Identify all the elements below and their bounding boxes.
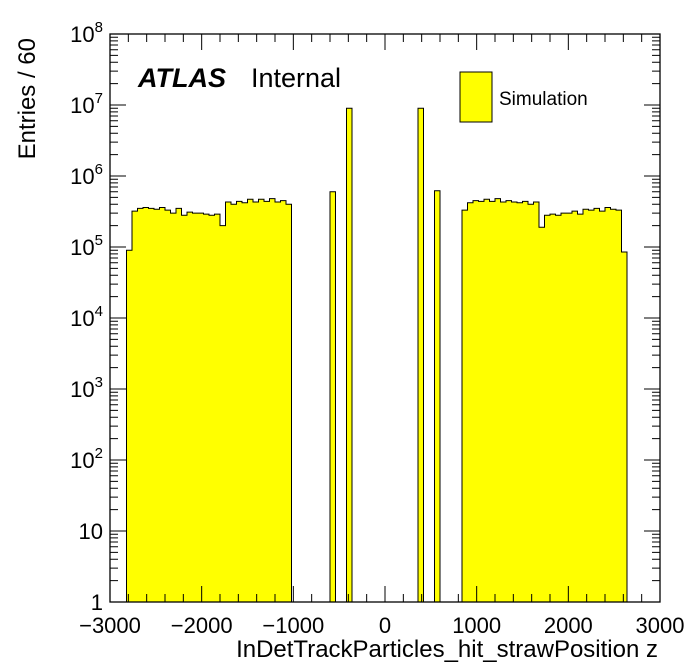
histogram-bar	[132, 211, 138, 603]
histogram-bar	[203, 214, 209, 602]
histogram-bar	[159, 207, 165, 603]
histogram-bar	[489, 201, 495, 602]
histogram-outline	[417, 107, 424, 602]
histogram-bar	[225, 202, 231, 602]
histogram-bar	[187, 212, 193, 602]
histogram-bar	[594, 208, 600, 603]
histogram-bar	[511, 202, 517, 602]
histogram-bar	[577, 214, 583, 602]
histogram-bar	[517, 202, 523, 602]
histogram-outline	[461, 198, 628, 602]
histogram-bar	[473, 200, 479, 602]
histogram-bars	[126, 107, 628, 603]
histogram-bar	[539, 227, 545, 602]
y-tick-label: 105	[70, 232, 103, 260]
histogram-bar	[330, 191, 336, 602]
legend-swatch	[459, 71, 493, 123]
x-tick-label: 1000	[452, 613, 501, 638]
y-axis-title: Entries / 60	[14, 38, 41, 159]
histogram-bar	[247, 199, 253, 602]
histogram-bar	[242, 202, 248, 602]
legend-label: Simulation	[499, 89, 588, 110]
atlas-label: ATLAS	[137, 63, 226, 93]
x-tick-label: −2000	[171, 613, 233, 638]
histogram-bar	[500, 202, 506, 602]
histogram-bar	[506, 200, 512, 602]
histogram-bar	[495, 198, 501, 602]
histogram-bar	[220, 225, 226, 602]
histogram-bar	[209, 215, 215, 603]
histogram-bar	[170, 213, 176, 602]
histogram-bar	[621, 252, 627, 602]
histogram-bar	[231, 204, 237, 603]
legend: Simulation	[459, 71, 588, 123]
histogram-bar	[462, 210, 468, 602]
histogram-outline	[434, 190, 441, 602]
y-tick-label: 107	[70, 90, 103, 118]
histogram-bar	[605, 207, 611, 603]
histogram-bar	[561, 213, 567, 602]
histogram-bar	[258, 199, 264, 602]
histogram-bar	[616, 210, 622, 602]
y-tick-label: 106	[70, 161, 103, 189]
histogram-bar	[434, 190, 440, 603]
histogram-bar	[572, 211, 578, 603]
histogram-bar	[126, 250, 132, 602]
internal-label: Internal	[251, 63, 341, 93]
histogram-bar	[165, 210, 171, 602]
y-tick-label: 10	[79, 519, 103, 544]
histogram-bar	[269, 198, 275, 602]
histogram-bar	[236, 201, 242, 602]
histogram-bar	[555, 215, 561, 603]
histogram-bar	[528, 204, 534, 603]
histogram-bar	[566, 213, 572, 602]
y-tick-label: 108	[70, 19, 103, 47]
y-tick-label: 102	[70, 445, 103, 473]
histogram-bar	[599, 211, 605, 603]
y-tick-label: 104	[70, 303, 103, 331]
histogram-bar	[280, 200, 286, 602]
histogram-bar	[533, 202, 539, 602]
y-axis: 1 10 102 103 104 105 106 107 108	[70, 19, 660, 615]
histogram-bar	[137, 208, 143, 603]
histogram-outline	[126, 198, 292, 602]
histogram-bar	[588, 210, 594, 602]
histogram-bar	[484, 199, 490, 602]
histogram-bar	[148, 208, 154, 603]
x-axis-title: InDetTrackParticles_hit_strawPosition z	[236, 636, 658, 663]
histogram-bar	[418, 108, 424, 602]
histogram-bar	[610, 209, 616, 602]
histogram-bar	[181, 215, 187, 603]
histogram-outline	[329, 191, 336, 602]
histogram-bar	[286, 204, 292, 603]
histogram-bar	[154, 209, 160, 602]
x-tick-label: 0	[379, 613, 391, 638]
histogram-bar	[583, 209, 589, 602]
histogram-bar	[253, 202, 259, 602]
x-axis: −3000 −2000 −1000 0 1000 2000 3000	[79, 34, 684, 638]
histogram-bar	[198, 213, 204, 602]
histogram-bar	[192, 213, 198, 602]
histogram-bar	[544, 215, 550, 603]
x-tick-label: 2000	[544, 613, 593, 638]
histogram-bar	[522, 201, 528, 602]
histogram-bar	[275, 202, 281, 602]
histogram-bar	[176, 208, 182, 603]
histogram-bar	[467, 202, 473, 602]
y-tick-label: 103	[70, 374, 103, 402]
x-tick-label: −1000	[262, 613, 324, 638]
histogram-bar	[264, 201, 270, 602]
histogram-bar	[346, 108, 352, 602]
x-tick-label: −3000	[79, 613, 141, 638]
histogram-bar	[143, 207, 149, 603]
histogram-bar	[214, 214, 220, 602]
y-tick-label: 1	[91, 590, 103, 615]
x-tick-label: 3000	[636, 613, 685, 638]
histogram-bar	[550, 214, 556, 602]
histogram-outline	[346, 107, 353, 602]
histogram-bar	[478, 201, 484, 602]
